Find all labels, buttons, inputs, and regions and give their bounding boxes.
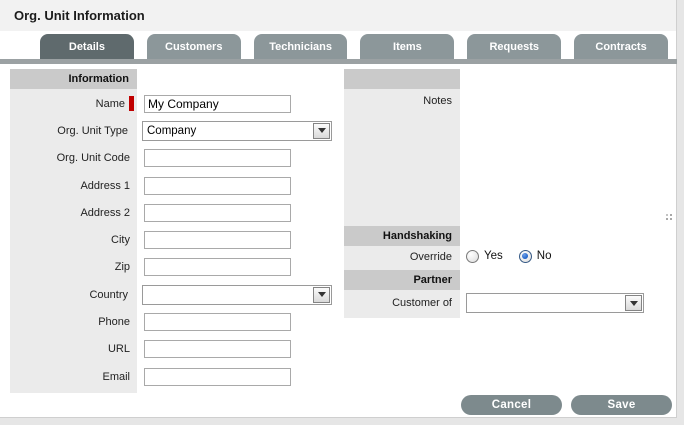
section-header-information: Information <box>10 69 137 89</box>
name-label: Name <box>95 97 125 110</box>
customer-of-label: Customer of <box>392 297 452 309</box>
address-2-input[interactable] <box>144 203 291 222</box>
tab-details[interactable]: Details <box>40 34 134 59</box>
notes-textarea[interactable] <box>462 90 671 221</box>
form-row-url: URL <box>10 336 332 363</box>
tab-customers[interactable]: Customers <box>146 34 241 59</box>
name-input[interactable] <box>144 94 291 113</box>
cancel-button[interactable]: Cancel <box>461 395 562 415</box>
right-section-header-blank <box>344 69 460 89</box>
address-1-label: Address 1 <box>80 179 130 192</box>
zip-label: Zip <box>114 261 130 274</box>
required-marker <box>129 96 134 112</box>
form-row-name: Name <box>10 90 332 117</box>
override-option-no[interactable]: No <box>518 249 552 263</box>
org-unit-type-label: Org. Unit Type <box>57 124 128 137</box>
radio-no-label: No <box>536 250 552 262</box>
org-unit-panel: Org. Unit Information Details Customers … <box>0 0 677 418</box>
city-input[interactable] <box>144 231 291 250</box>
customer-of-select[interactable] <box>466 293 644 313</box>
tab-bar: Details Customers Technicians Items Requ… <box>40 34 668 59</box>
org-unit-code-input[interactable] <box>144 149 291 168</box>
tab-contracts[interactable]: Contracts <box>574 34 668 59</box>
form-row-org-unit-code: Org. Unit Code <box>10 145 332 172</box>
radio-yes[interactable] <box>466 249 479 263</box>
information-form: Name Org. Unit Type Company Org. Unit Co… <box>10 90 332 390</box>
radio-no[interactable] <box>518 249 532 263</box>
tab-technicians[interactable]: Technicians <box>253 34 348 59</box>
selected-value: Company <box>147 124 197 137</box>
form-row-phone: Phone <box>10 308 332 335</box>
country-select[interactable] <box>142 284 332 305</box>
form-row-org-unit-type: Org. Unit Type Company <box>10 117 332 144</box>
email-label: Email <box>102 370 130 383</box>
resize-grip-icon[interactable] <box>663 211 673 221</box>
override-option-yes[interactable]: Yes <box>466 249 503 263</box>
notes-label: Notes <box>423 95 452 107</box>
chevron-down-icon[interactable] <box>625 295 642 311</box>
org-unit-type-select[interactable]: Company <box>142 120 332 141</box>
section-header-handshaking: Handshaking <box>344 226 460 246</box>
phone-label: Phone <box>98 316 130 329</box>
address-2-label: Address 2 <box>80 206 130 219</box>
city-label: City <box>111 234 130 247</box>
url-input[interactable] <box>144 340 291 359</box>
form-row-country: Country <box>10 281 332 308</box>
tab-requests[interactable]: Requests <box>467 34 562 59</box>
radio-yes-label: Yes <box>484 250 503 262</box>
form-row-city: City <box>10 226 332 253</box>
form-row-address-2: Address 2 <box>10 199 332 226</box>
form-row-address-1: Address 1 <box>10 172 332 199</box>
save-button[interactable]: Save <box>571 395 672 415</box>
email-input[interactable] <box>144 367 291 386</box>
address-1-input[interactable] <box>144 176 291 195</box>
chevron-down-icon[interactable] <box>313 286 330 303</box>
tab-items[interactable]: Items <box>360 34 455 59</box>
url-label: URL <box>107 343 130 356</box>
tabbar-divider <box>0 59 677 64</box>
org-unit-code-label: Org. Unit Code <box>56 152 130 165</box>
left-label-column <box>10 69 137 393</box>
phone-input[interactable] <box>144 313 291 332</box>
override-radio-group: Yes No <box>466 247 551 265</box>
zip-input[interactable] <box>144 258 291 277</box>
page-title: Org. Unit Information <box>0 0 676 31</box>
country-label: Country <box>89 288 128 301</box>
form-row-zip: Zip <box>10 254 332 281</box>
form-row-email: Email <box>10 363 332 390</box>
chevron-down-icon[interactable] <box>313 122 330 139</box>
override-label: Override <box>409 251 452 263</box>
section-header-partner: Partner <box>344 270 460 290</box>
